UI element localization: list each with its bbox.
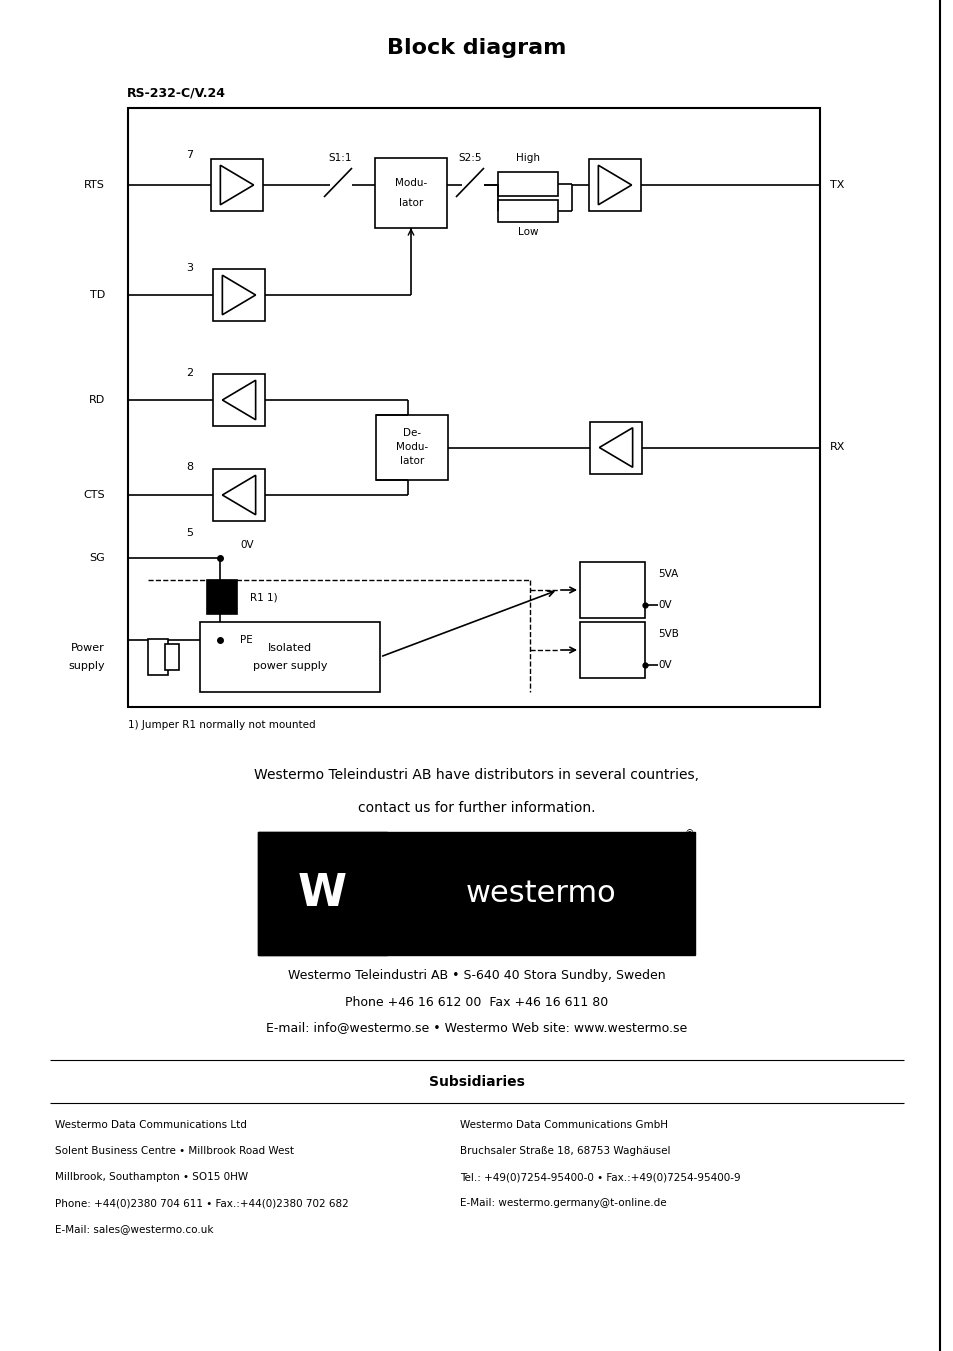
Text: S1:1: S1:1: [328, 153, 352, 163]
Text: 3: 3: [186, 263, 193, 273]
Text: Phone: +44(0)2380 704 611 • Fax.:+44(0)2380 702 682: Phone: +44(0)2380 704 611 • Fax.:+44(0)2…: [55, 1198, 349, 1208]
Bar: [207, 580, 236, 613]
Text: 5: 5: [186, 528, 193, 538]
Text: CTS: CTS: [83, 490, 105, 500]
Text: SG: SG: [90, 553, 105, 563]
Text: W: W: [297, 871, 347, 915]
Text: ®: ®: [684, 830, 694, 839]
Text: PE: PE: [240, 635, 253, 644]
Text: Westermo Teleindustri AB • S-640 40 Stora Sundby, Sweden: Westermo Teleindustri AB • S-640 40 Stor…: [288, 969, 665, 981]
Text: lator: lator: [399, 457, 424, 466]
Text: RS-232-C/V.24: RS-232-C/V.24: [127, 86, 226, 100]
Text: 0V: 0V: [240, 540, 253, 550]
Bar: [211, 159, 263, 211]
Text: Solent Business Centre • Millbrook Road West: Solent Business Centre • Millbrook Road …: [55, 1146, 294, 1156]
Text: Tel.: +49(0)7254-95400-0 • Fax.:+49(0)7254-95400-9: Tel.: +49(0)7254-95400-0 • Fax.:+49(0)72…: [459, 1173, 740, 1182]
Text: 5VA: 5VA: [658, 569, 678, 580]
Text: De-: De-: [402, 428, 420, 439]
Bar: [579, 562, 644, 617]
Text: Millbrook, Southampton • SO15 0HW: Millbrook, Southampton • SO15 0HW: [55, 1173, 248, 1182]
Bar: [257, 832, 387, 955]
Text: RTS: RTS: [84, 180, 105, 190]
Text: TX: TX: [829, 180, 843, 190]
Bar: [589, 422, 641, 473]
Bar: [375, 158, 447, 228]
Text: Bruchsaler Straße 18, 68753 Waghäusel: Bruchsaler Straße 18, 68753 Waghäusel: [459, 1146, 670, 1156]
Text: 1) Jumper R1 normally not mounted: 1) Jumper R1 normally not mounted: [128, 720, 315, 730]
Text: Subsidiaries: Subsidiaries: [429, 1075, 524, 1089]
Bar: [148, 639, 168, 676]
Bar: [375, 415, 448, 480]
Bar: [579, 621, 644, 678]
Text: High: High: [516, 153, 539, 163]
Text: 7: 7: [186, 150, 193, 159]
Text: S2:5: S2:5: [457, 153, 481, 163]
Text: Modu-: Modu-: [395, 178, 427, 188]
Text: Low: Low: [517, 227, 537, 236]
Text: Block diagram: Block diagram: [387, 38, 566, 58]
Text: supply: supply: [69, 661, 105, 671]
Text: 0V: 0V: [658, 661, 671, 670]
Text: power supply: power supply: [253, 661, 327, 671]
Bar: [213, 469, 265, 521]
Text: RX: RX: [829, 443, 844, 453]
Bar: [200, 621, 379, 692]
Text: Power: Power: [71, 643, 105, 653]
Text: Westermo Data Communications GmbH: Westermo Data Communications GmbH: [459, 1120, 667, 1129]
Bar: [165, 644, 179, 670]
Text: lator: lator: [398, 199, 423, 208]
Bar: [128, 108, 820, 707]
Text: Westermo Teleindustri AB have distributors in several countries,: Westermo Teleindustri AB have distributo…: [254, 767, 699, 782]
Bar: [213, 374, 265, 426]
Text: 0V: 0V: [658, 600, 671, 611]
Bar: [497, 172, 558, 196]
Text: 5VB: 5VB: [658, 630, 679, 639]
Text: westermo: westermo: [465, 880, 616, 908]
Text: E-Mail: sales@westermo.co.uk: E-Mail: sales@westermo.co.uk: [55, 1224, 213, 1233]
Text: TD: TD: [90, 290, 105, 300]
Text: 2: 2: [186, 367, 193, 378]
Text: Modu-: Modu-: [395, 443, 428, 453]
Text: 8: 8: [186, 462, 193, 471]
Text: Isolated: Isolated: [268, 643, 312, 653]
Bar: [213, 269, 265, 322]
Text: Westermo Data Communications Ltd: Westermo Data Communications Ltd: [55, 1120, 247, 1129]
Text: R1 1): R1 1): [250, 593, 277, 603]
Text: E-Mail: westermo.germany@t-online.de: E-Mail: westermo.germany@t-online.de: [459, 1198, 666, 1208]
Text: Phone +46 16 612 00  Fax +46 16 611 80: Phone +46 16 612 00 Fax +46 16 611 80: [345, 996, 608, 1008]
Bar: [257, 832, 695, 955]
Bar: [588, 159, 640, 211]
Text: contact us for further information.: contact us for further information.: [358, 801, 595, 815]
Text: E-mail: info@westermo.se • Westermo Web site: www.westermo.se: E-mail: info@westermo.se • Westermo Web …: [266, 1021, 687, 1035]
Bar: [497, 200, 558, 222]
Text: RD: RD: [89, 394, 105, 405]
